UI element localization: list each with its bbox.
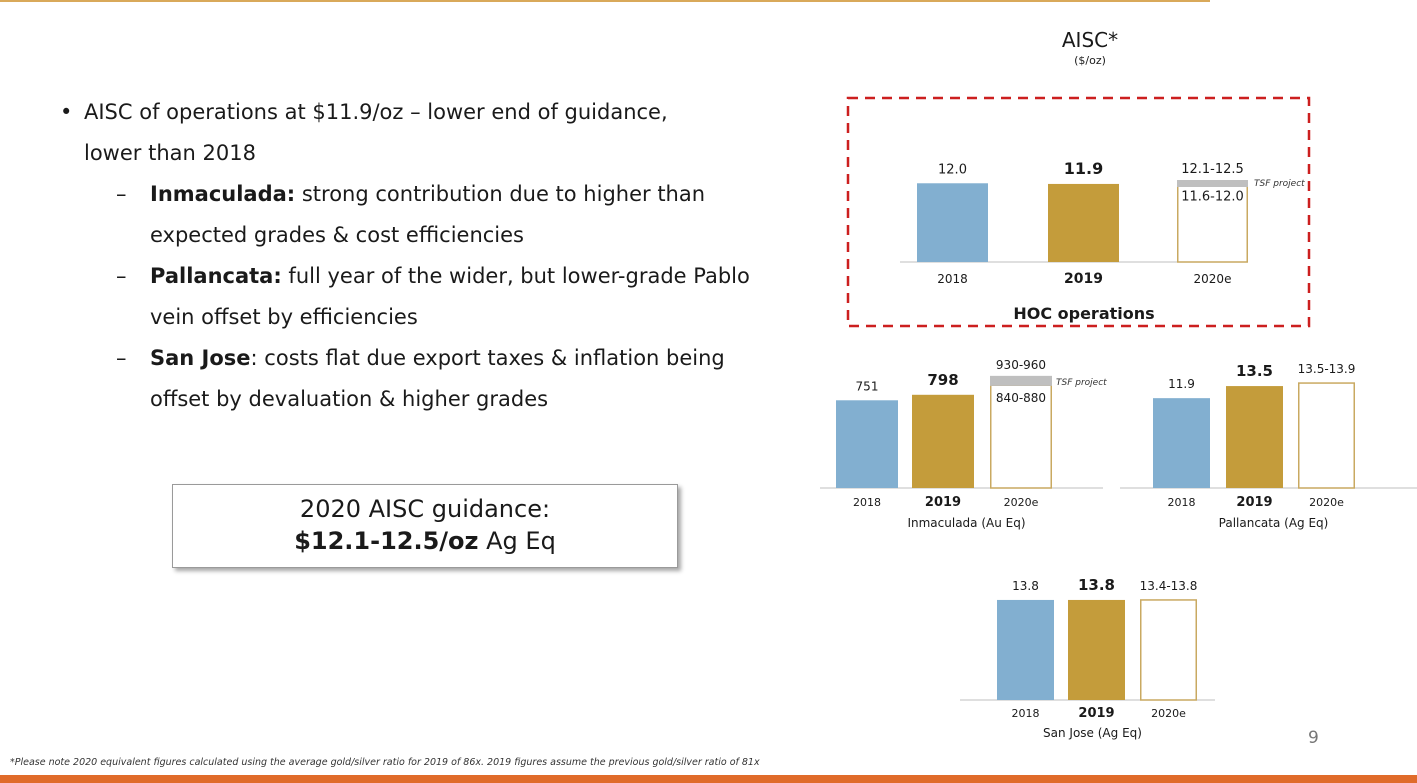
guidance-label: 930-960 <box>996 358 1046 372</box>
data-label: 13.5-13.9 <box>1298 362 1356 376</box>
category-label: 2019 <box>1078 706 1114 721</box>
bullet-dot: • <box>60 100 73 124</box>
tsf-project-bar <box>990 375 1052 386</box>
guidance-label: 12.1-12.5 <box>1181 162 1244 177</box>
data-label: 13.5 <box>1236 362 1273 380</box>
data-label: 751 <box>856 379 879 393</box>
footnote: *Please note 2020 equivalent figures cal… <box>10 757 760 768</box>
data-label: 13.8 <box>1012 579 1039 593</box>
chart-title: HOC operations <box>1013 304 1154 323</box>
bar-2018 <box>836 400 898 488</box>
category-label: 2018 <box>1168 496 1196 509</box>
data-label: 12.0 <box>938 162 967 177</box>
data-label: 13.8 <box>1078 576 1115 594</box>
sub-bullet-text-cont: offset by devaluation & higher grades <box>150 387 549 411</box>
top-rule <box>0 0 1210 2</box>
chart-title: Pallancata (Ag Eq) <box>1219 516 1329 530</box>
bar-2018 <box>997 599 1054 700</box>
tsf-project-label: TSF project <box>1056 378 1107 388</box>
category-label: 2018 <box>937 272 968 286</box>
category-label: 2018 <box>853 496 881 509</box>
category-label: 2020e <box>1151 707 1186 720</box>
guidance-unit: Ag Eq <box>478 527 556 555</box>
sub-bullet-pallancata: – Pallancata: full year of the wider, bu… <box>60 256 820 338</box>
data-label: 11.9 <box>1064 159 1103 178</box>
bottom-rule <box>0 775 1417 783</box>
bar-2019 <box>1068 599 1125 700</box>
category-label: 2019 <box>1236 495 1272 510</box>
guidance-value: $12.1-12.5/oz <box>294 527 479 555</box>
category-label: 2018 <box>1012 707 1040 720</box>
bullet-list: • AISC of operations at $11.9/oz – lower… <box>60 92 820 420</box>
main-bullet-line2: lower than 2018 <box>84 141 256 165</box>
sub-bullet-text-cont: expected grades & cost efficiencies <box>150 223 525 247</box>
guidance-box: 2020 AISC guidance: $12.1-12.5/oz Ag Eq <box>172 484 678 568</box>
category-label: 2020e <box>1309 496 1344 509</box>
bullet-dash: – <box>116 182 127 206</box>
sub-bullet-text: full year of the wider, but lower-grade … <box>281 264 750 288</box>
aisc-unit: ($/oz) <box>1074 54 1106 67</box>
category-label: 2019 <box>1064 271 1103 287</box>
main-bullet: • AISC of operations at $11.9/oz – lower… <box>60 92 820 174</box>
main-bullet-line1: AISC of operations at $11.9/oz – lower e… <box>84 100 668 124</box>
pallancata-chart: 11.9 2018 13.5 2019 13.5-13.9 2020e Pallancata… <box>1120 362 1417 530</box>
hoc-chart: 12.0 2018 11.9 2019 11.6-12.0 2020e TSF projec… <box>846 96 1311 328</box>
bar-2018 <box>917 183 988 262</box>
data-label: 840-880 <box>996 391 1046 405</box>
sub-bullet-label: San Jose <box>150 346 251 370</box>
bar-2019 <box>1048 183 1119 262</box>
bar-2019 <box>912 394 974 488</box>
data-label: 11.9 <box>1168 377 1195 391</box>
sub-bullet-inmaculada: – Inmaculada: strong contribution due to… <box>60 174 820 256</box>
inmaculada-chart: 751 2018 798 2019 840-880 2020e TSF project 930… <box>820 358 1107 530</box>
guidance-line1: 2020 AISC guidance: <box>299 495 551 523</box>
data-label: 798 <box>927 371 958 389</box>
highlight-dashed-box <box>846 96 1311 328</box>
sub-bullet-text-cont: vein offset by efficiencies <box>150 305 418 329</box>
category-label: 2019 <box>925 495 961 510</box>
bullet-dash: – <box>116 264 127 288</box>
bar-2018 <box>1153 398 1210 488</box>
category-label: 2020e <box>1004 496 1039 509</box>
data-label: 13.4-13.8 <box>1140 579 1198 593</box>
bar-2019 <box>1226 386 1283 488</box>
bar-2020e <box>1140 599 1197 701</box>
chart-title: San Jose (Ag Eq) <box>1043 726 1142 740</box>
tsf-project-bar <box>1177 180 1248 187</box>
sub-bullet-label: Pallancata: <box>150 264 282 288</box>
sub-bullet-san-jose: – San Jose: costs flat due export taxes … <box>60 338 820 420</box>
chart-title: Inmaculada (Au Eq) <box>907 516 1025 530</box>
data-label: 11.6-12.0 <box>1181 189 1244 204</box>
bar-2020e <box>1298 382 1355 489</box>
sub-bullet-label: Inmaculada: <box>150 182 296 206</box>
aisc-title: AISC* <box>1061 28 1119 52</box>
bar-2020e <box>1177 182 1248 263</box>
page-number: 9 <box>1308 728 1319 748</box>
bullet-dash: – <box>116 346 127 370</box>
sub-bullet-text: : costs flat due export taxes & inflatio… <box>250 346 725 370</box>
tsf-project-label: TSF project <box>1254 179 1305 189</box>
sub-bullet-text: strong contribution due to higher than <box>295 182 706 206</box>
sanjose-chart: 13.8 2018 13.8 2019 13.4-13.8 2020e San Jose (… <box>960 576 1215 740</box>
category-label: 2020e <box>1194 272 1232 286</box>
